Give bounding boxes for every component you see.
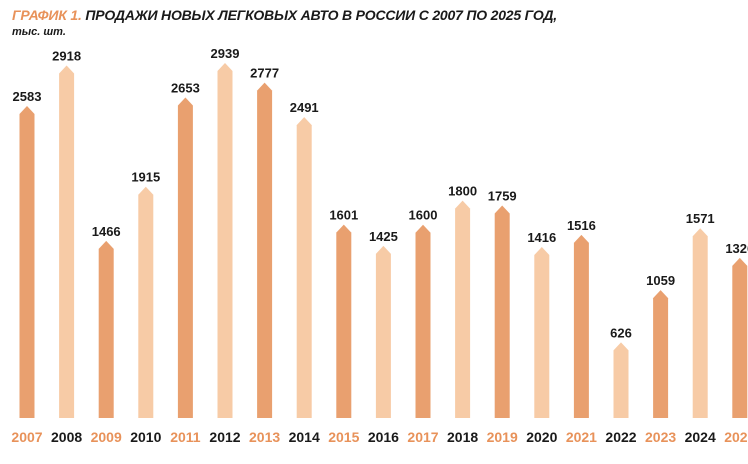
- bar-2009: [98, 240, 114, 418]
- x-tick-2010: 2010: [130, 429, 161, 445]
- data-label-2008: 2918: [52, 49, 81, 64]
- bar-2021: [573, 234, 589, 418]
- data-label-2009: 1466: [92, 224, 121, 239]
- bar-2020: [534, 246, 550, 418]
- bar-2008: [59, 65, 75, 419]
- chart-title-prefix: ГРАФИК 1.: [12, 7, 82, 23]
- bar-2022: [613, 342, 629, 418]
- x-tick-2008: 2008: [51, 429, 82, 445]
- x-tick-2017: 2017: [407, 429, 438, 445]
- x-tick-2011: 2011: [170, 429, 201, 445]
- x-tick-2009: 2009: [91, 429, 122, 445]
- bar-2018: [455, 200, 471, 418]
- data-label-2025: 1326: [725, 241, 748, 256]
- bar-2024: [692, 228, 708, 418]
- bar-2017: [415, 224, 431, 418]
- bar-2016: [375, 245, 391, 418]
- bar-2013: [257, 82, 273, 419]
- data-label-2014: 2491: [290, 100, 319, 115]
- bar-2019: [494, 205, 510, 418]
- data-label-2017: 1600: [409, 208, 438, 223]
- chart-title-text: ПРОДАЖИ НОВЫХ ЛЕГКОВЫХ АВТО В РОССИИ С 2…: [85, 7, 557, 23]
- x-tick-2015: 2015: [328, 429, 359, 445]
- bar-2015: [336, 224, 352, 418]
- x-tick-2023: 2023: [645, 429, 676, 445]
- x-tick-2018: 2018: [447, 429, 478, 445]
- data-label-2015: 1601: [329, 208, 358, 223]
- bar-2011: [177, 97, 193, 418]
- data-label-2019: 1759: [488, 189, 517, 204]
- data-label-2010: 1915: [131, 170, 160, 185]
- x-tick-2021: 2021: [566, 429, 597, 445]
- data-label-2007: 2583: [13, 89, 42, 104]
- x-tick-2016: 2016: [368, 429, 399, 445]
- bar-2012: [217, 63, 233, 418]
- bar-2025: [732, 257, 748, 418]
- x-tick-2007: 2007: [11, 429, 42, 445]
- x-tick-2012: 2012: [209, 429, 240, 445]
- x-tick-2020: 2020: [526, 429, 557, 445]
- data-label-2013: 2777: [250, 66, 279, 81]
- bar-2014: [296, 117, 312, 418]
- bar-2007: [19, 106, 35, 418]
- x-tick-2025: 2025: [724, 429, 748, 445]
- data-label-2023: 1059: [646, 273, 675, 288]
- data-label-2022: 626: [610, 325, 632, 340]
- data-label-2020: 1416: [527, 230, 556, 245]
- data-label-2018: 1800: [448, 184, 477, 199]
- x-tick-2013: 2013: [249, 429, 280, 445]
- bar-2023: [653, 290, 669, 418]
- data-label-2016: 1425: [369, 229, 398, 244]
- chart-unit: тыс. шт.: [12, 26, 66, 38]
- data-label-2011: 2653: [171, 81, 200, 96]
- x-tick-2019: 2019: [487, 429, 518, 445]
- x-tick-2024: 2024: [685, 429, 716, 445]
- bar-2010: [138, 186, 154, 418]
- x-tick-2022: 2022: [605, 429, 636, 445]
- x-tick-2014: 2014: [289, 429, 320, 445]
- data-label-2024: 1571: [686, 211, 715, 226]
- data-label-2021: 1516: [567, 218, 596, 233]
- data-label-2012: 2939: [211, 46, 240, 61]
- chart-title: ГРАФИК 1. ПРОДАЖИ НОВЫХ ЛЕГКОВЫХ АВТО В …: [12, 7, 557, 23]
